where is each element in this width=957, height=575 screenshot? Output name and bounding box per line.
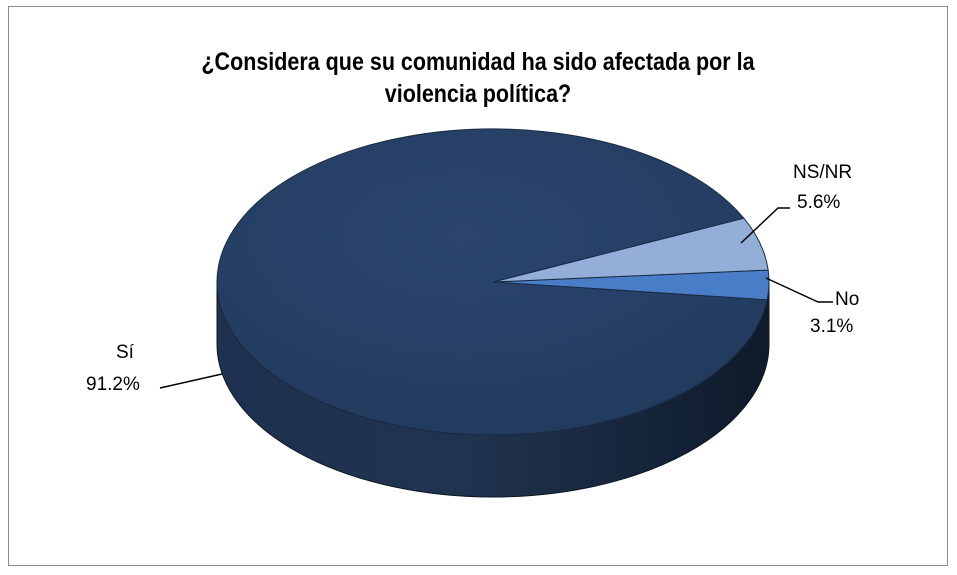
chart-title-line-2: violencia política? (384, 80, 572, 108)
leader-line-nsnr (740, 207, 790, 244)
chart-title-line-1: ¿Considera que su comunidad ha sido afec… (201, 48, 755, 76)
data-label-nsnr-name: NS/NR (793, 162, 852, 183)
chart-title: ¿Considera que su comunidad ha sido afec… (74, 46, 882, 110)
leader-line-si (159, 373, 223, 389)
data-label-si-value: 91.2% (86, 374, 140, 395)
data-label-no-value: 3.1% (810, 316, 853, 337)
leader-line-no (765, 277, 833, 303)
data-label-si-name: Sí (116, 342, 135, 363)
pie-slice-s (216, 128, 768, 436)
data-label-no-name: No (835, 289, 859, 310)
data-label-nsnr-value: 5.6% (797, 192, 840, 213)
